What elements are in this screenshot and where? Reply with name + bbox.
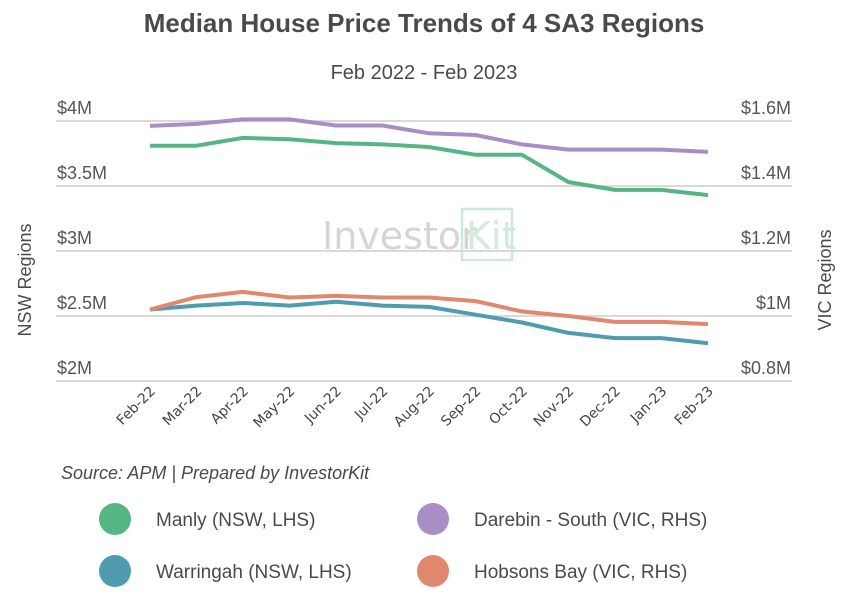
right-tick-label: $0.8M xyxy=(741,358,791,378)
legend-swatch xyxy=(99,503,131,535)
legend-swatch xyxy=(417,555,449,587)
legend-item[interactable]: Darebin - South (VIC, RHS) xyxy=(417,503,707,535)
legend-item[interactable]: Hobsons Bay (VIC, RHS) xyxy=(417,555,687,587)
right-tick-label: $1M xyxy=(756,293,791,313)
x-tick-label: Jul-22 xyxy=(351,384,391,424)
series-line-darebin xyxy=(149,117,709,154)
legend-label: Darebin - South (VIC, RHS) xyxy=(474,510,707,531)
series-line-manly xyxy=(150,135,709,198)
x-tick-label: Feb-23 xyxy=(672,384,717,429)
series-line-hobsons xyxy=(149,289,709,327)
legend-label: Warringah (NSW, LHS) xyxy=(156,562,352,583)
right-tick-label: $1.2M xyxy=(741,228,791,248)
legend-item[interactable]: Warringah (NSW, LHS) xyxy=(99,555,352,587)
legend-label: Hobsons Bay (VIC, RHS) xyxy=(474,562,687,583)
legend-swatch xyxy=(417,503,449,535)
x-tick-label: Oct-22 xyxy=(486,384,531,429)
left-axis-title: NSW Regions xyxy=(15,223,35,336)
legend-swatch xyxy=(99,555,131,587)
left-tick-label: $2.5M xyxy=(57,293,107,313)
x-tick-label: Dec-22 xyxy=(577,384,624,431)
x-tick-label: Feb-22 xyxy=(114,384,159,429)
x-tick-label: Nov-22 xyxy=(531,384,578,431)
left-tick-label: $3M xyxy=(57,228,92,248)
x-tick-label: Jan-23 xyxy=(627,384,670,427)
gridlines xyxy=(56,120,792,382)
x-tick-label: Jun-22 xyxy=(301,384,345,428)
legend: Manly (NSW, LHS) Darebin - South (VIC, RH… xyxy=(99,503,707,587)
chart-title: Median House Price Trends of 4 SA3 Regio… xyxy=(144,8,705,38)
left-tick-label: $4M xyxy=(57,98,92,118)
left-tick-label: $2M xyxy=(57,358,92,378)
right-tick-label: $1.6M xyxy=(741,98,791,118)
x-tick-label: Mar-22 xyxy=(160,384,206,430)
x-tick-label: Sep-22 xyxy=(438,384,484,430)
x-tick-label: Apr-22 xyxy=(208,384,252,428)
series-line-warringah xyxy=(149,299,709,346)
right-axis-ticks: $1.6M $1.4M $1.2M $1M $0.8M xyxy=(741,98,791,378)
left-tick-label: $3.5M xyxy=(57,163,107,183)
investorkit-watermark: Investor Kit xyxy=(322,207,516,262)
right-axis-title: VIC Regions xyxy=(815,229,835,330)
series-lines xyxy=(149,117,709,346)
legend-item[interactable]: Manly (NSW, LHS) xyxy=(99,503,315,535)
legend-label: Manly (NSW, LHS) xyxy=(156,510,315,531)
chart-subtitle: Feb 2022 - Feb 2023 xyxy=(331,62,518,84)
x-tick-label: May-22 xyxy=(251,384,299,432)
right-tick-label: $1.4M xyxy=(741,163,791,183)
watermark-kit-box xyxy=(460,207,514,262)
x-tick-label: Aug-22 xyxy=(391,384,438,431)
source-note: Source: APM | Prepared by InvestorKit xyxy=(61,463,370,483)
left-axis-ticks: $4M $3.5M $3M $2.5M $2M xyxy=(57,98,107,378)
